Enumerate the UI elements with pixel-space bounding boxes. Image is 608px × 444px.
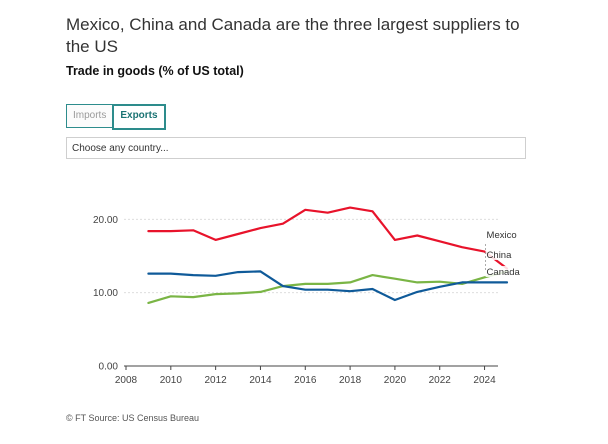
series-line-china <box>147 270 509 304</box>
imports-exports-toggle: Imports Exports <box>66 104 166 130</box>
imports-button[interactable]: Imports <box>66 104 114 128</box>
y-tick-label: 0.00 <box>99 362 119 373</box>
source-note: © FT Source: US Census Bureau <box>66 413 200 423</box>
chart-grid <box>124 218 498 367</box>
exports-button[interactable]: Exports <box>112 104 166 130</box>
x-tick-label: 2018 <box>339 375 362 386</box>
x-tick-label: 2020 <box>384 375 407 386</box>
series-label-canada: Canada <box>487 267 521 278</box>
chart-title: Mexico, China and Canada are the three l… <box>66 15 520 56</box>
series-label-china: China <box>487 250 513 261</box>
chart-series <box>147 206 509 304</box>
x-tick-label: 2010 <box>160 375 183 386</box>
x-tick-label: 2024 <box>473 375 496 386</box>
series-label-background <box>485 249 516 260</box>
x-tick-label: 2012 <box>205 375 228 386</box>
chart-series-labels: Mexico China Canada <box>485 229 522 278</box>
series-label-background <box>485 266 522 277</box>
chart-subtitle: Trade in goods (% of US total) <box>66 64 244 78</box>
series-line-mexico <box>147 206 509 270</box>
series-label-mexico: Mexico <box>487 230 517 241</box>
y-tick-label: 20.00 <box>93 215 118 226</box>
series-line-canada <box>147 270 509 302</box>
x-tick-label: 2022 <box>429 375 452 386</box>
series-label-background <box>485 229 522 240</box>
country-search-input[interactable]: Choose any country... <box>66 137 526 159</box>
x-tick-label: 2008 <box>115 375 138 386</box>
chart-axes: 0.00 10.00 20.00 2008 2010 2012 2014 2016 2018 20… <box>93 215 496 386</box>
y-tick-label: 10.00 <box>93 288 118 299</box>
x-tick-label: 2014 <box>249 375 272 386</box>
x-tick-label: 2016 <box>294 375 317 386</box>
